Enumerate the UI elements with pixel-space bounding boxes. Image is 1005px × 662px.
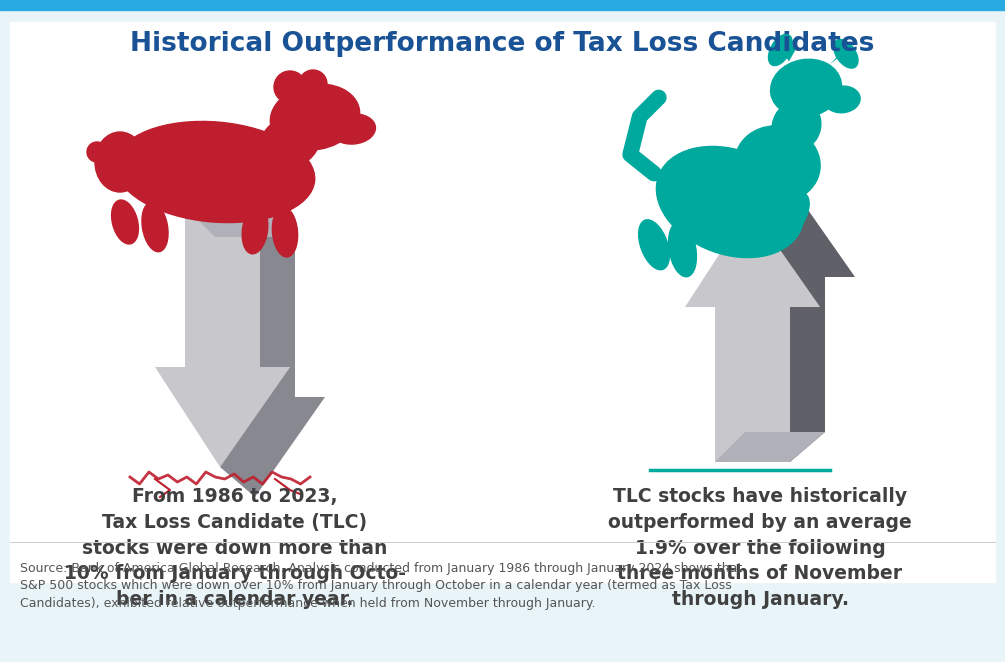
Ellipse shape bbox=[270, 84, 360, 150]
Ellipse shape bbox=[638, 220, 669, 269]
Ellipse shape bbox=[272, 207, 297, 257]
Polygon shape bbox=[750, 177, 855, 462]
Ellipse shape bbox=[668, 222, 696, 277]
Ellipse shape bbox=[774, 193, 809, 240]
Ellipse shape bbox=[656, 146, 804, 258]
Polygon shape bbox=[773, 36, 797, 62]
Ellipse shape bbox=[824, 86, 860, 113]
Text: TLC stocks have historically
outperformed by an average
1.9% over the following
: TLC stocks have historically outperforme… bbox=[608, 487, 912, 609]
Ellipse shape bbox=[331, 114, 376, 144]
Ellipse shape bbox=[142, 203, 168, 252]
Circle shape bbox=[274, 71, 306, 103]
Ellipse shape bbox=[769, 34, 792, 66]
Bar bbox=[0, 0, 1005, 10]
Ellipse shape bbox=[242, 206, 267, 254]
Polygon shape bbox=[220, 207, 325, 497]
Ellipse shape bbox=[112, 200, 139, 244]
Ellipse shape bbox=[116, 121, 315, 222]
Text: Historical Outperformance of Tax Loss Candidates: Historical Outperformance of Tax Loss Ca… bbox=[130, 31, 874, 57]
Text: From 1986 to 2023,
Tax Loss Candidate (TLC)
stocks were down more than
10% from : From 1986 to 2023, Tax Loss Candidate (T… bbox=[64, 487, 406, 609]
Text: Source: Bank of America Global Research. Analysis conducted from January 1986 th: Source: Bank of America Global Research.… bbox=[20, 562, 743, 610]
Polygon shape bbox=[715, 432, 825, 462]
Circle shape bbox=[299, 70, 327, 98]
Ellipse shape bbox=[260, 117, 320, 167]
Polygon shape bbox=[830, 42, 858, 64]
Ellipse shape bbox=[95, 132, 145, 192]
Ellipse shape bbox=[772, 101, 821, 152]
Circle shape bbox=[87, 142, 107, 162]
Bar bbox=[10, 22, 995, 582]
Polygon shape bbox=[155, 207, 290, 467]
Polygon shape bbox=[685, 207, 820, 462]
Ellipse shape bbox=[735, 126, 820, 202]
Ellipse shape bbox=[834, 40, 858, 68]
Ellipse shape bbox=[771, 60, 841, 117]
Polygon shape bbox=[185, 207, 295, 237]
Ellipse shape bbox=[754, 198, 782, 244]
